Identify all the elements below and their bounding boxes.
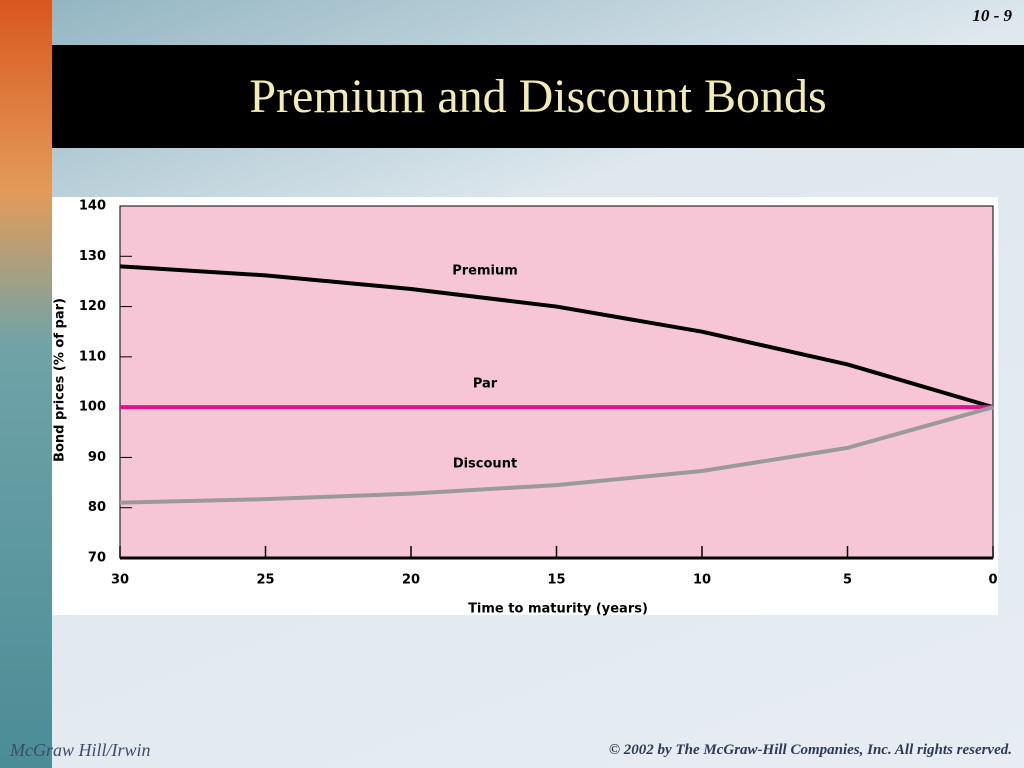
y-tick-label: 140 <box>79 199 106 214</box>
x-tick-label: 0 <box>988 573 997 588</box>
y-tick-label: 130 <box>79 249 106 264</box>
x-tick-label: 25 <box>256 573 274 588</box>
title-bar <box>52 45 1024 148</box>
series-label: Discount <box>453 457 517 472</box>
x-tick-label: 20 <box>402 573 420 588</box>
y-axis-label: Bond prices (% of par) <box>53 298 68 462</box>
x-tick-label: 10 <box>693 573 711 588</box>
footer-right: © 2002 by The McGraw-Hill Companies, Inc… <box>608 742 1012 758</box>
y-tick-label: 90 <box>88 450 106 465</box>
y-tick-label: 110 <box>79 349 106 364</box>
footer-left: McGraw Hill/Irwin <box>10 740 151 760</box>
x-tick-label: 15 <box>547 573 565 588</box>
y-tick-label: 120 <box>79 299 106 314</box>
decoration-strip <box>0 0 52 768</box>
series-label: Par <box>473 377 498 392</box>
x-axis-label: Time to maturity (years) <box>468 602 648 617</box>
series-line <box>119 264 994 410</box>
x-tick-label: 5 <box>843 573 852 588</box>
series-line <box>119 405 994 505</box>
slide-title: Premium and Discount Bonds <box>249 70 827 123</box>
x-tick-label: 30 <box>111 573 129 588</box>
y-tick-label: 70 <box>88 551 106 566</box>
page-number: 10 - 9 <box>972 6 1012 25</box>
series-label: Premium <box>452 264 518 279</box>
y-tick-label: 100 <box>79 400 106 415</box>
y-tick-label: 80 <box>88 500 106 515</box>
plot-area <box>119 205 994 559</box>
